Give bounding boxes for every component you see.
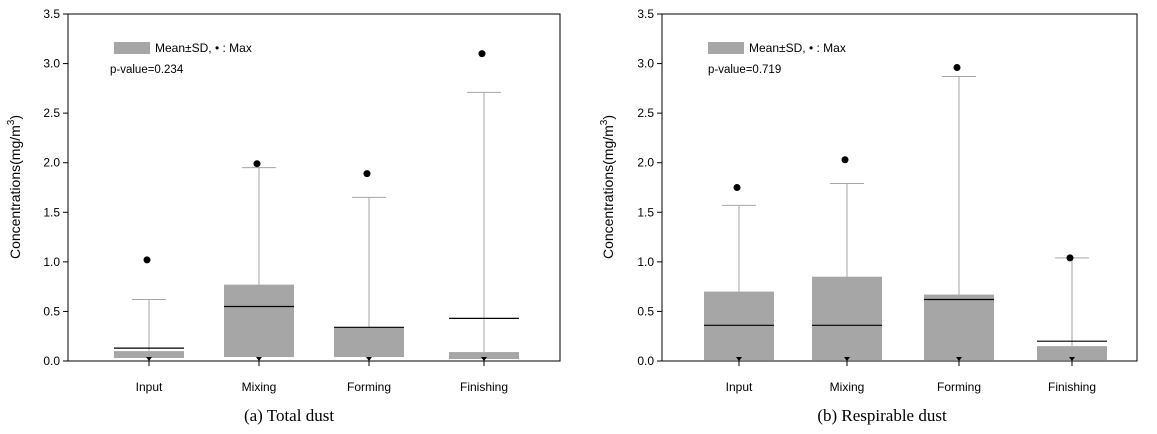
y-tick-label: 3.5 — [637, 7, 654, 21]
y-tick-label: 2.5 — [637, 106, 654, 120]
y-axis-label: Concentrations(mg/m3) — [599, 115, 616, 259]
box — [114, 351, 184, 359]
legend-label: Mean±SD, • : Max — [749, 41, 846, 55]
plot-frame — [661, 13, 1138, 362]
max-marker — [253, 160, 261, 168]
y-tick-label: 2.0 — [637, 156, 654, 170]
box — [224, 284, 294, 358]
y-tick-label: 0.5 — [637, 304, 654, 318]
min-marker — [956, 357, 962, 361]
y-tick-label: 3.5 — [43, 7, 60, 21]
max-marker — [841, 156, 849, 164]
box — [1037, 346, 1107, 361]
y-tick-label: 3.0 — [43, 57, 60, 71]
box — [334, 327, 404, 358]
max-marker — [478, 50, 486, 58]
p-value-annotation: p-value=0.234 — [110, 64, 184, 76]
p-value-annotation: p-value=0.719 — [708, 64, 781, 76]
min-marker — [256, 357, 262, 361]
y-tick-label: 1.5 — [637, 205, 654, 219]
x-tick-label: Forming — [937, 380, 981, 394]
min-marker — [366, 357, 372, 361]
min-marker — [844, 357, 850, 361]
chart-total-dust: Concentrations(mg/m3) Mean±SD, • : Max p… — [6, 7, 561, 425]
box — [449, 352, 519, 360]
box — [812, 276, 882, 361]
x-tick-label: Input — [726, 380, 753, 394]
min-marker — [481, 357, 487, 361]
min-marker — [736, 357, 742, 361]
y-tick-label: 1.0 — [637, 255, 654, 269]
legend-swatch — [708, 42, 744, 54]
chart-panel-total-dust: Concentrations(mg/m3) Mean±SD, • : Max p… — [0, 0, 578, 429]
y-tick-label: 1.5 — [43, 205, 60, 219]
x-tick-label: Finishing — [1048, 380, 1096, 394]
chart-caption: (a) Total dust — [244, 406, 334, 425]
x-tick-label: Finishing — [460, 380, 508, 394]
x-tick-label: Forming — [347, 380, 391, 394]
y-tick-label: 0.0 — [637, 354, 654, 368]
plot-frame — [67, 13, 561, 362]
legend-label: Mean±SD, • : Max — [155, 41, 252, 55]
y-tick-label: 0.5 — [43, 304, 60, 318]
y-axis-label: Concentrations(mg/m3) — [6, 115, 23, 259]
y-tick-label: 3.0 — [637, 57, 654, 71]
max-marker — [363, 170, 371, 178]
min-marker — [146, 357, 152, 361]
max-marker — [733, 184, 741, 191]
box — [924, 294, 994, 361]
y-tick-label: 2.0 — [43, 156, 60, 170]
chart-respirable-dust: Concentrations(mg/m3) Mean±SD, • : Max p… — [599, 7, 1138, 425]
max-marker — [1066, 254, 1074, 262]
legend-swatch — [114, 42, 150, 54]
y-tick-label: 1.0 — [43, 255, 60, 269]
max-marker — [143, 256, 151, 264]
max-marker — [953, 64, 961, 72]
chart-panel-respirable-dust: Concentrations(mg/m3) Mean±SD, • : Max p… — [578, 0, 1157, 429]
y-tick-label: 0.0 — [43, 354, 60, 368]
x-tick-label: Mixing — [830, 380, 865, 394]
x-tick-label: Mixing — [242, 380, 277, 394]
chart-caption: (b) Respirable dust — [817, 406, 947, 425]
x-tick-label: Input — [136, 380, 163, 394]
min-marker — [1069, 357, 1075, 361]
y-tick-label: 2.5 — [43, 106, 60, 120]
